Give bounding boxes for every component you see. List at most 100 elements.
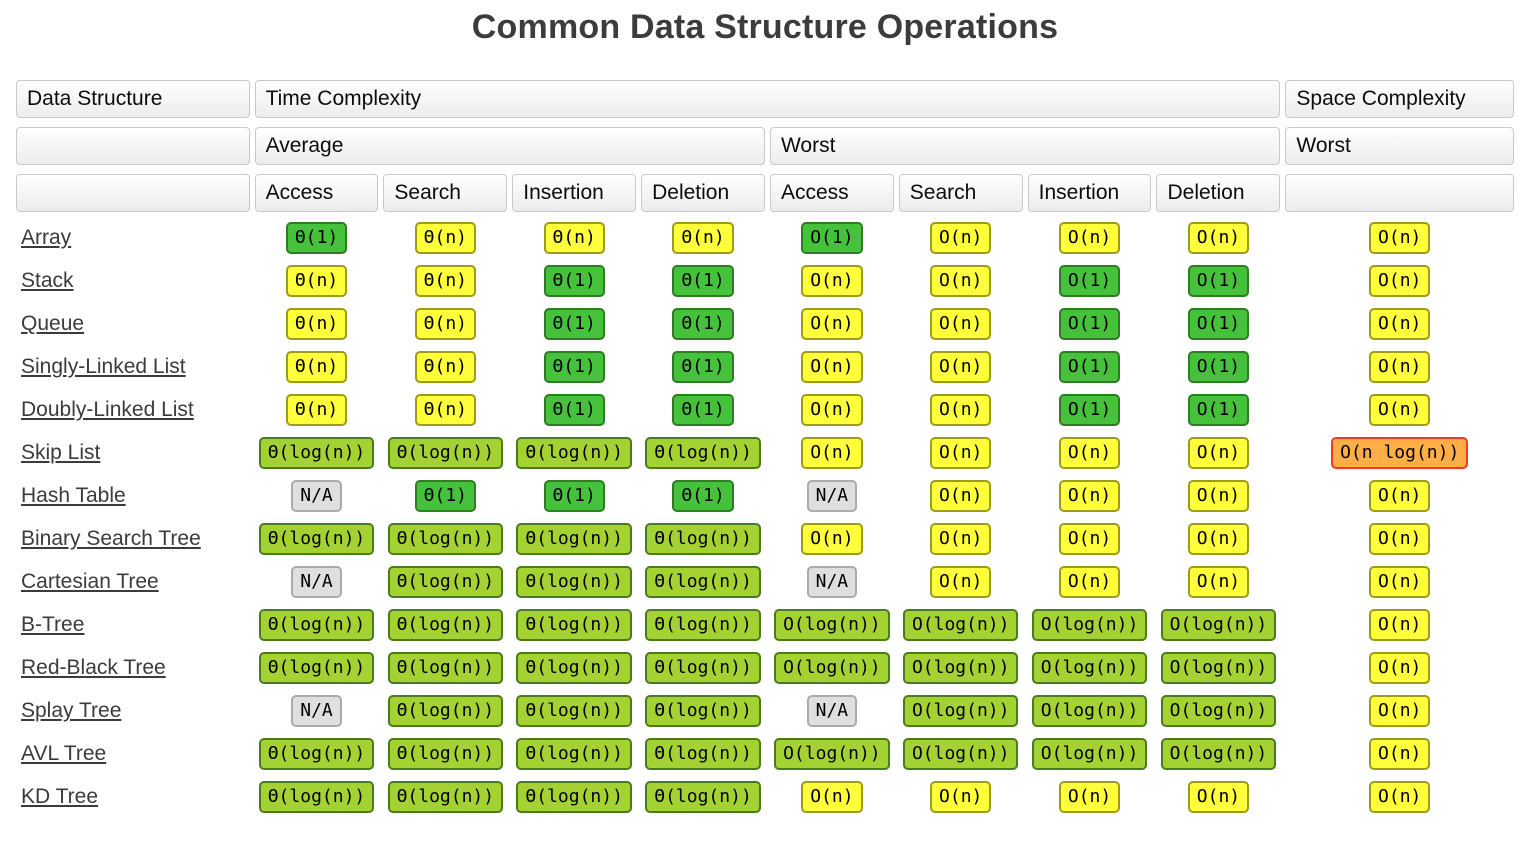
header-worst-insertion: Insertion xyxy=(1027,174,1152,212)
complexity-cell: Θ(log(n)) xyxy=(512,780,636,814)
complexity-badge: Θ(1) xyxy=(414,480,477,512)
complexity-badge: O(n) xyxy=(801,351,863,383)
complexity-badge: O(n) xyxy=(930,394,992,426)
row-link-cartesian-tree[interactable]: Cartesian Tree xyxy=(21,570,159,593)
complexity-badge: N/A xyxy=(806,480,858,512)
complexity-badge: O(n) xyxy=(1369,308,1431,340)
row-link-red-black-tree[interactable]: Red-Black Tree xyxy=(21,656,166,679)
complexity-cell: O(log(n)) xyxy=(770,651,894,685)
complexity-badge: N/A xyxy=(291,566,342,598)
complexity-badge: O(n) xyxy=(1369,523,1431,555)
complexity-badge: O(log(n)) xyxy=(774,609,890,641)
complexity-cell: Θ(log(n)) xyxy=(641,565,765,599)
complexity-badge: O(n) xyxy=(930,781,992,813)
complexity-cell: Θ(n) xyxy=(255,307,379,341)
complexity-badge: O(n) xyxy=(1058,480,1121,512)
page-title: Common Data Structure Operations xyxy=(471,8,1059,46)
complexity-cell: O(n) xyxy=(770,307,894,341)
header-row-1: Data Structure Time Complexity Space Com… xyxy=(16,80,1514,118)
row-link-splay-tree[interactable]: Splay Tree xyxy=(21,699,122,722)
header-worst-time: Worst xyxy=(769,127,1281,165)
row-link-queue[interactable]: Queue xyxy=(21,312,85,335)
complexity-cell: O(log(n)) xyxy=(899,737,1023,771)
row-link-doubly-linked-list[interactable]: Doubly-Linked List xyxy=(21,398,194,421)
complexity-cell: O(n log(n)) xyxy=(1285,436,1514,470)
complexity-cell: Θ(n) xyxy=(641,221,765,255)
complexity-badge: Θ(n) xyxy=(285,394,348,426)
complexity-badge: O(n) xyxy=(1369,609,1431,641)
header-avg-deletion: Deletion xyxy=(641,174,765,212)
complexity-badge: N/A xyxy=(806,695,858,727)
complexity-cell: Θ(log(n)) xyxy=(383,651,507,685)
complexity-cell: Θ(log(n)) xyxy=(383,436,507,470)
complexity-badge: Θ(1) xyxy=(285,222,348,254)
complexity-badge: O(log(n)) xyxy=(902,652,1019,684)
complexity-cell: O(n) xyxy=(1028,479,1152,513)
complexity-badge: O(n) xyxy=(1058,222,1121,254)
complexity-badge: Θ(log(n)) xyxy=(645,437,761,469)
row-link-binary-search-tree[interactable]: Binary Search Tree xyxy=(21,527,201,550)
complexity-cell: O(n) xyxy=(770,522,894,556)
complexity-badge: Θ(log(n)) xyxy=(258,652,375,684)
complexity-cell: O(n) xyxy=(1285,565,1514,599)
complexity-badge: N/A xyxy=(291,480,342,512)
complexity-cell: O(log(n)) xyxy=(899,651,1023,685)
complexity-badge: Θ(log(n)) xyxy=(645,523,761,555)
complexity-badge: O(log(n)) xyxy=(774,738,890,770)
complexity-cell: Θ(log(n)) xyxy=(641,694,765,728)
complexity-cell: O(n) xyxy=(1028,436,1152,470)
row-link-kd-tree[interactable]: KD Tree xyxy=(21,785,99,808)
complexity-badge: O(n) xyxy=(1369,652,1431,684)
complexity-cell: O(log(n)) xyxy=(1028,608,1152,642)
complexity-cell: O(log(n)) xyxy=(770,608,894,642)
complexity-cell: N/A xyxy=(770,565,894,599)
complexity-cell: O(n) xyxy=(899,350,1023,384)
complexity-badge: O(log(n)) xyxy=(902,738,1019,770)
row-label-cell: Array xyxy=(16,221,250,255)
complexity-badge: Θ(log(n)) xyxy=(258,437,375,469)
complexity-badge: Θ(1) xyxy=(543,351,605,383)
row-link-stack[interactable]: Stack xyxy=(21,269,74,292)
complexity-badge: O(n) xyxy=(1369,351,1431,383)
complexity-cell: Θ(log(n)) xyxy=(512,694,636,728)
row-link-avl-tree[interactable]: AVL Tree xyxy=(21,742,107,765)
complexity-badge: Θ(log(n)) xyxy=(387,652,504,684)
complexity-cell: Θ(log(n)) xyxy=(512,522,636,556)
row-link-b-tree[interactable]: B-Tree xyxy=(21,613,85,636)
complexity-cell: O(n) xyxy=(899,522,1023,556)
table-row: KD Tree Θ(log(n)) Θ(log(n)) Θ(log(n)) Θ(log(… xyxy=(16,780,1514,814)
complexity-badge: O(1) xyxy=(1058,394,1121,426)
complexity-cell: N/A xyxy=(770,694,894,728)
complexity-badge: O(n) xyxy=(930,308,992,340)
complexity-cell: O(n) xyxy=(770,264,894,298)
complexity-cell: Θ(log(n)) xyxy=(512,565,636,599)
complexity-badge: O(n) xyxy=(801,523,863,555)
complexity-badge: Θ(log(n)) xyxy=(645,609,761,641)
complexity-cell: O(n) xyxy=(1156,565,1280,599)
complexity-badge: O(n) xyxy=(1187,437,1250,469)
complexity-cell: N/A xyxy=(255,565,379,599)
row-link-array[interactable]: Array xyxy=(21,226,72,249)
complexity-cell: O(1) xyxy=(1156,307,1280,341)
complexity-cell: Θ(log(n)) xyxy=(255,608,379,642)
complexity-badge: Θ(log(n)) xyxy=(387,437,504,469)
complexity-cell: O(n) xyxy=(1028,522,1152,556)
complexity-badge: O(1) xyxy=(1058,351,1121,383)
row-link-skip-list[interactable]: Skip List xyxy=(21,441,101,464)
complexity-badge: O(n) xyxy=(1187,781,1250,813)
complexity-badge: O(log(n)) xyxy=(902,695,1019,727)
row-link-singly-linked-list[interactable]: Singly-Linked List xyxy=(21,355,186,378)
complexity-cell: O(log(n)) xyxy=(1028,737,1152,771)
complexity-badge: Θ(log(n)) xyxy=(516,566,632,598)
complexity-badge: O(n) xyxy=(1369,566,1431,598)
complexity-cell: Θ(log(n)) xyxy=(512,608,636,642)
complexity-badge: Θ(n) xyxy=(414,308,477,340)
complexity-cell: O(n) xyxy=(1285,350,1514,384)
complexity-badge: Θ(log(n)) xyxy=(258,781,375,813)
complexity-badge: O(n) xyxy=(1058,437,1121,469)
row-link-hash-table[interactable]: Hash Table xyxy=(21,484,126,507)
complexity-badge: O(n) xyxy=(801,265,863,297)
complexity-cell: Θ(1) xyxy=(641,307,765,341)
row-label-cell: Doubly-Linked List xyxy=(16,393,250,427)
complexity-cell: Θ(1) xyxy=(383,479,507,513)
